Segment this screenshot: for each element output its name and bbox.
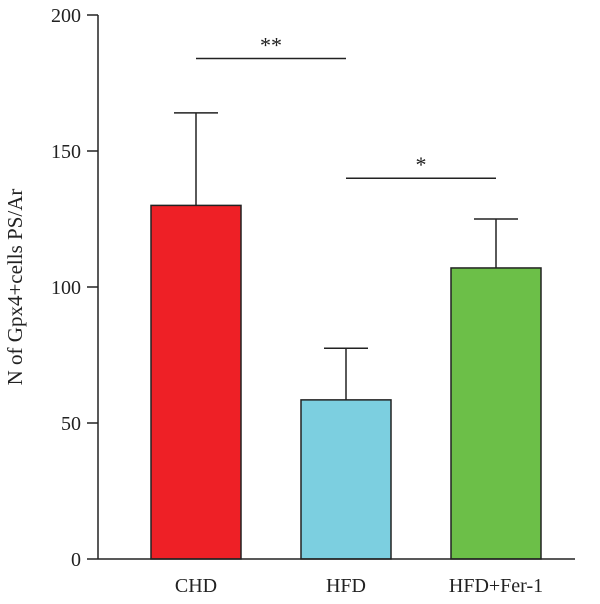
y-tick-label-50: 50	[61, 413, 81, 435]
y-tick-label-200: 200	[51, 5, 81, 27]
x-category-label-chd: CHD	[175, 575, 217, 597]
bar-chd	[150, 204, 242, 560]
bar-hfd	[300, 399, 392, 560]
bar-hfd-fer-1	[450, 267, 542, 560]
x-category-label-hfd-fer-1: HFD+Fer-1	[449, 575, 543, 597]
y-tick-label-150: 150	[51, 141, 81, 163]
significance-label-0: **	[260, 33, 282, 58]
y-tick-label-100: 100	[51, 277, 81, 299]
y-tick-label-0: 0	[71, 549, 81, 571]
y-axis-title: N of Gpx4+cells PS/Ar	[3, 189, 27, 386]
x-category-label-hfd: HFD	[326, 575, 366, 597]
significance-label-1: *	[416, 152, 427, 177]
